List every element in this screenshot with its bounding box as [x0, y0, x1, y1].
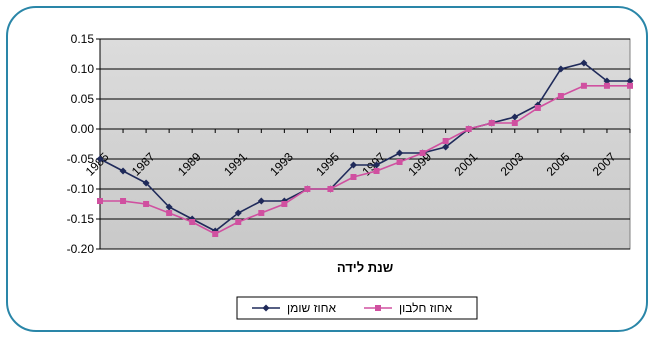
data-point — [165, 203, 173, 211]
data-point — [626, 77, 634, 85]
series-2 — [97, 82, 633, 237]
data-point — [603, 77, 611, 85]
y-tick-label: -0.10 — [67, 182, 95, 196]
data-point — [488, 120, 495, 126]
data-point — [580, 82, 587, 89]
data-point — [557, 93, 564, 99]
data-point — [603, 82, 610, 89]
y-tick-label: -0.20 — [67, 242, 95, 256]
data-point — [142, 179, 150, 187]
legend-box — [236, 296, 478, 320]
data-point — [442, 138, 449, 144]
data-point — [627, 82, 633, 89]
data-point — [442, 143, 450, 151]
data-point — [212, 231, 219, 237]
data-point — [396, 149, 404, 157]
data-point — [120, 198, 127, 204]
data-point — [373, 161, 381, 169]
data-point — [258, 210, 265, 216]
data-point — [166, 210, 173, 216]
series-layer — [96, 59, 634, 237]
y-tick-label: 0.15 — [71, 32, 95, 46]
y-axis: 0.15 0.10 0.05 0.00 -0.05 -0.10 -0.15 -0.20 — [67, 32, 101, 256]
data-point — [234, 209, 242, 217]
data-point — [257, 197, 265, 205]
legend-label: אחוז חלבון — [399, 301, 453, 315]
data-point — [235, 219, 242, 225]
data-point — [143, 201, 150, 207]
data-point — [511, 113, 519, 121]
data-point — [465, 126, 472, 132]
data-point — [373, 168, 380, 174]
legend-entry: אחוז שומן — [252, 301, 336, 315]
series-line — [99, 62, 630, 232]
data-point — [96, 155, 104, 163]
y-tick-label: -0.15 — [67, 212, 95, 226]
data-point — [281, 201, 288, 207]
y-tick-label: -0.05 — [67, 152, 95, 166]
x-axis-title: שנת לידה — [337, 260, 393, 275]
data-point — [534, 105, 541, 111]
data-point — [304, 186, 311, 192]
data-point — [511, 120, 518, 126]
legend-swatch-marker — [375, 305, 381, 311]
series-line — [100, 85, 630, 235]
legend-entry: אחוז חלבון — [364, 301, 453, 315]
data-point — [396, 159, 403, 165]
data-point — [327, 186, 334, 192]
gridlines — [100, 38, 630, 250]
data-point — [557, 65, 565, 73]
y-tick-label: 0.05 — [71, 92, 95, 106]
data-point — [419, 150, 426, 156]
plot-area — [99, 38, 631, 250]
data-point — [97, 198, 103, 204]
data-point — [350, 174, 357, 180]
data-point — [580, 59, 588, 67]
legend-label: אחוז שומן — [287, 301, 336, 315]
y-tick-label: 0.10 — [71, 62, 95, 76]
legend: אחוז שומן אחוז חלבון — [236, 296, 478, 320]
data-point — [349, 161, 357, 169]
data-point — [189, 219, 196, 225]
data-point — [119, 167, 127, 175]
y-tick-label: 0.00 — [71, 122, 95, 136]
legend-swatch-marker — [262, 304, 270, 312]
